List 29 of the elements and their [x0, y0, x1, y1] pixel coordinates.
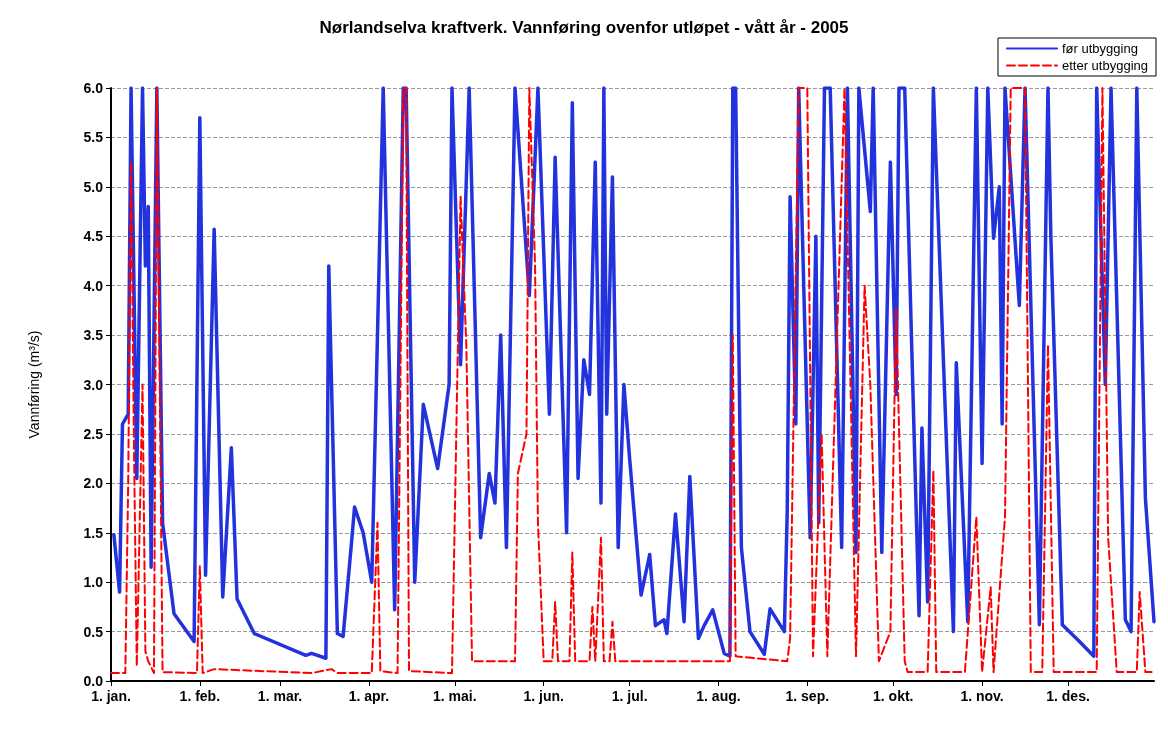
y-tick-label: 1.5: [83, 524, 104, 541]
y-tick-label: 5.0: [83, 178, 104, 195]
y-tick-label: 4.5: [83, 228, 104, 245]
x-tick-label: 1. mai.: [433, 688, 477, 704]
y-tick-label: 3.0: [83, 376, 104, 393]
y-tick-label: 0.0: [83, 673, 104, 689]
y-tick-label: 6.0: [83, 80, 104, 96]
x-tick-label: 1. jun.: [523, 688, 564, 704]
y-tick-label: 5.5: [83, 129, 104, 146]
legend-label: før utbygging: [1062, 41, 1138, 56]
y-axis-title: Vannføring (m³/s): [26, 330, 42, 439]
x-tick-label: 1. jul.: [611, 688, 648, 704]
y-tick-label: 3.5: [83, 327, 104, 344]
y-tick-label: 4.0: [83, 277, 104, 294]
y-tick-label: 2.0: [83, 475, 104, 492]
y-tick-label: 2.5: [83, 425, 104, 442]
x-tick-label: 1. apr.: [348, 688, 390, 704]
chart-title: Nørlandselva kraftverk. Vannføring ovenfor utløpet - vått år - 2005: [319, 18, 849, 37]
x-tick-label: 1. mar.: [257, 688, 303, 704]
y-tick-label: 1.0: [83, 574, 104, 591]
x-tick-label: 1. feb.: [179, 688, 221, 704]
x-tick-label: 1. jan.: [91, 688, 131, 704]
x-tick-label: 1. des.: [1046, 688, 1090, 704]
x-tick-label: 1. okt.: [873, 688, 914, 704]
legend-label: etter utbygging: [1062, 58, 1149, 73]
x-tick-label: 1. aug.: [696, 688, 741, 704]
x-tick-label: 1. sep.: [785, 688, 830, 704]
x-tick-label: 1. nov.: [960, 688, 1004, 704]
y-tick-label: 0.5: [83, 623, 104, 640]
